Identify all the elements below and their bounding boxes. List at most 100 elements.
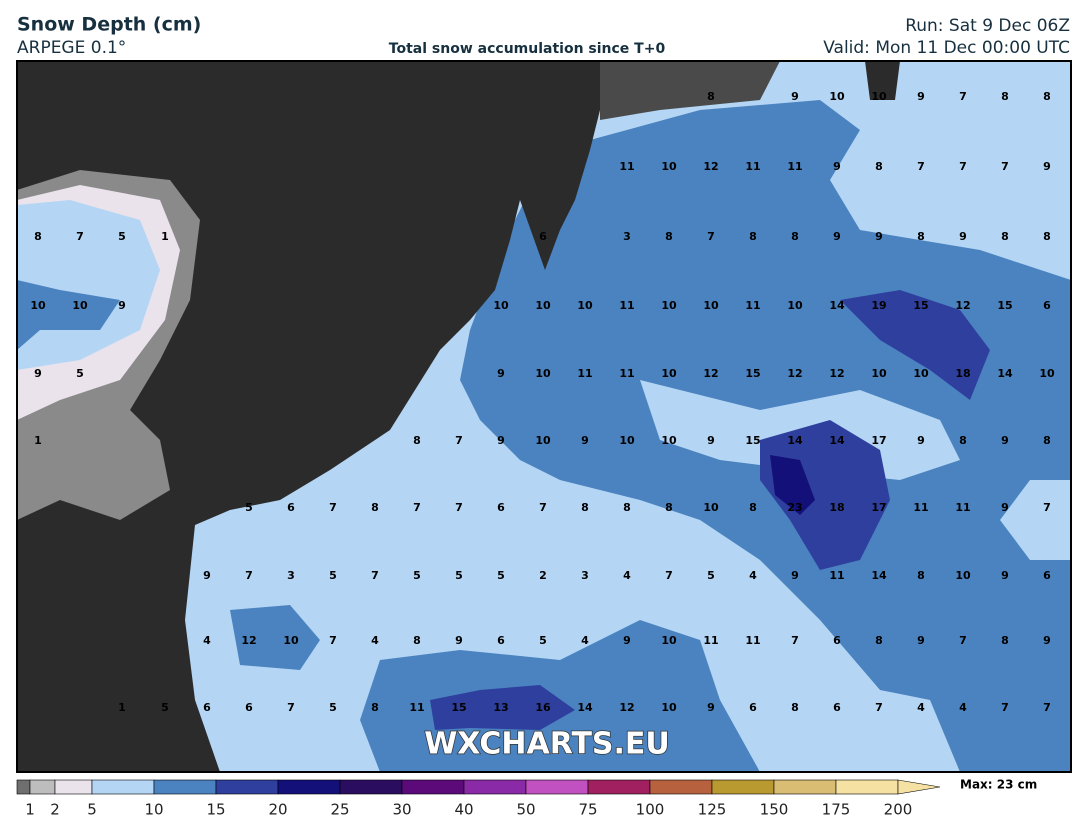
value-label: 5 — [76, 367, 84, 380]
value-labels: 8 9 10 10 9 7 8 811 10 12 11 11 9 8 7 7 7 98 7 5 1 6 3 8 7 8 8 9 9 8 9… — [30, 90, 1055, 714]
value-label: 1 — [118, 701, 126, 714]
value-label: 12 — [241, 634, 256, 647]
value-label: 7 — [959, 90, 967, 103]
colorbar-label: 50 — [516, 801, 535, 819]
colorbar-label: 200 — [884, 801, 913, 819]
value-label: 14 — [787, 434, 803, 447]
value-label: 4 — [623, 569, 631, 582]
value-label: 2 — [539, 569, 547, 582]
value-label: 9 — [791, 569, 799, 582]
value-label: 11 — [955, 501, 970, 514]
value-label: 8 — [917, 230, 925, 243]
colorbar-segment — [401, 779, 465, 795]
value-label: 10 — [703, 501, 719, 514]
value-label: 7 — [329, 634, 337, 647]
value-label: 9 — [707, 434, 715, 447]
value-label: 8 — [581, 501, 589, 514]
colorbar-label: 40 — [454, 801, 473, 819]
colorbar-segment — [153, 779, 217, 795]
value-label: 8 — [371, 501, 379, 514]
land-mask — [600, 61, 780, 120]
value-label: 6 — [497, 501, 505, 514]
colorbar-label: 25 — [330, 801, 349, 819]
value-label: 9 — [917, 634, 925, 647]
value-label: 12 — [703, 160, 718, 173]
value-label: 7 — [371, 569, 379, 582]
value-label: 10 — [535, 434, 551, 447]
value-label: 3 — [623, 230, 631, 243]
value-label: 10 — [955, 569, 971, 582]
value-label: 15 — [997, 299, 1012, 312]
colorbar-segment — [773, 779, 837, 795]
value-label: 17 — [871, 434, 886, 447]
value-label: 8 — [413, 434, 421, 447]
snow-10-15 — [17, 280, 120, 350]
colorbar-label: 5 — [87, 801, 97, 819]
value-label: 11 — [409, 701, 424, 714]
value-label: 7 — [539, 501, 547, 514]
value-label: 11 — [787, 160, 802, 173]
value-label: 5 — [245, 501, 253, 514]
value-label: 9 — [959, 230, 967, 243]
value-label: 6 — [497, 634, 505, 647]
value-label: 4 — [581, 634, 589, 647]
value-label: 10 — [619, 434, 635, 447]
value-label: 15 — [451, 701, 466, 714]
value-label: 10 — [72, 299, 88, 312]
colorbar-segment — [16, 779, 31, 795]
value-label: 8 — [875, 634, 883, 647]
value-label: 9 — [917, 434, 925, 447]
value-label: 18 — [955, 367, 970, 380]
watermark: WXCHARTS.EU — [424, 727, 670, 762]
value-label: 11 — [829, 569, 844, 582]
colorbar-segment — [215, 779, 279, 795]
colorbar-label: 150 — [760, 801, 789, 819]
value-label: 7 — [917, 160, 925, 173]
value-label: 6 — [833, 701, 841, 714]
snow-15-20 — [760, 420, 890, 570]
value-label: 10 — [661, 299, 677, 312]
value-label: 9 — [917, 90, 925, 103]
value-label: 9 — [497, 434, 505, 447]
colorbar-label: 10 — [144, 801, 163, 819]
value-label: 7 — [1001, 160, 1009, 173]
value-label: 10 — [661, 160, 677, 173]
colorbar-segment — [29, 779, 56, 795]
snow-10-15 — [360, 620, 760, 772]
value-label: 7 — [1001, 701, 1009, 714]
value-label: 11 — [703, 634, 718, 647]
value-label: 9 — [1001, 434, 1009, 447]
value-label: 7 — [76, 230, 84, 243]
value-label: 9 — [1001, 569, 1009, 582]
value-label: 5 — [329, 701, 337, 714]
snow-20-25 — [770, 455, 815, 515]
value-label: 7 — [665, 569, 673, 582]
snow-10-15 — [230, 605, 320, 670]
colorbar-label: 125 — [698, 801, 727, 819]
map-frame — [16, 60, 1072, 773]
value-label: 5 — [707, 569, 715, 582]
value-label: 10 — [1039, 367, 1055, 380]
value-label: 15 — [745, 434, 760, 447]
value-label: 8 — [791, 701, 799, 714]
value-label: 8 — [1001, 90, 1009, 103]
value-label: 7 — [707, 230, 715, 243]
colorbar-segment — [277, 779, 341, 795]
value-label: 6 — [1043, 569, 1051, 582]
value-label: 8 — [1043, 230, 1051, 243]
colorbar-label: 1 — [25, 801, 35, 819]
value-label: 9 — [707, 701, 715, 714]
max-label: Max: 23 cm — [960, 778, 1037, 792]
value-label: 8 — [875, 160, 883, 173]
value-label: 6 — [749, 701, 757, 714]
value-label: 7 — [875, 701, 883, 714]
value-label: 16 — [535, 701, 551, 714]
value-label: 7 — [791, 634, 799, 647]
value-label: 6 — [245, 701, 253, 714]
value-label: 5 — [497, 569, 505, 582]
value-label: 23 — [787, 501, 802, 514]
value-label: 5 — [161, 701, 169, 714]
value-label: 6 — [833, 634, 841, 647]
value-label: 19 — [871, 299, 886, 312]
value-label: 10 — [283, 634, 299, 647]
